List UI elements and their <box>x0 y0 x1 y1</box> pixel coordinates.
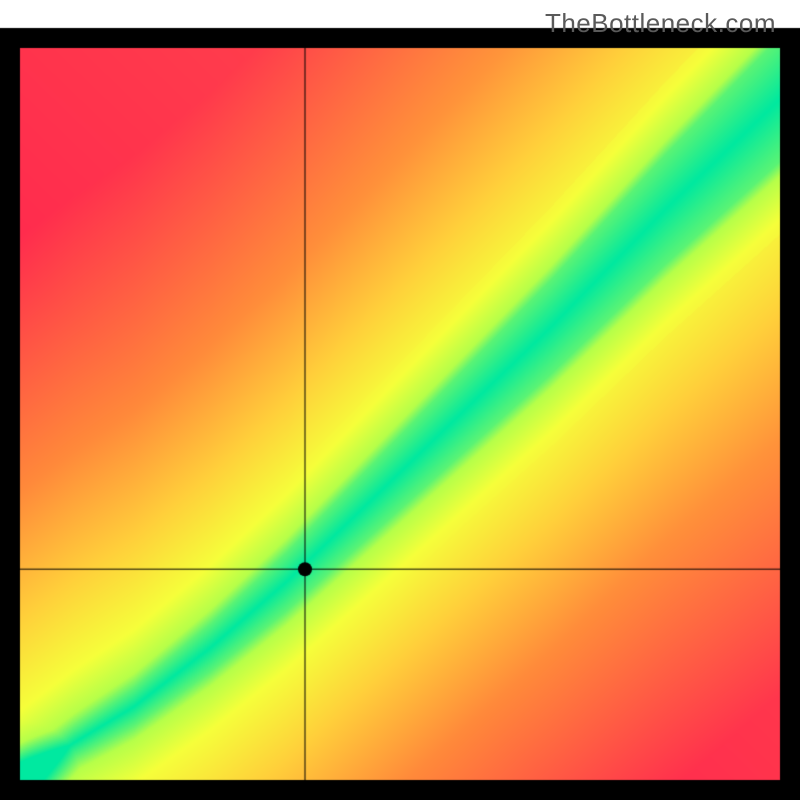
bottleneck-heatmap <box>0 0 800 800</box>
chart-container: TheBottleneck.com <box>0 0 800 800</box>
watermark-text: TheBottleneck.com <box>545 8 776 39</box>
